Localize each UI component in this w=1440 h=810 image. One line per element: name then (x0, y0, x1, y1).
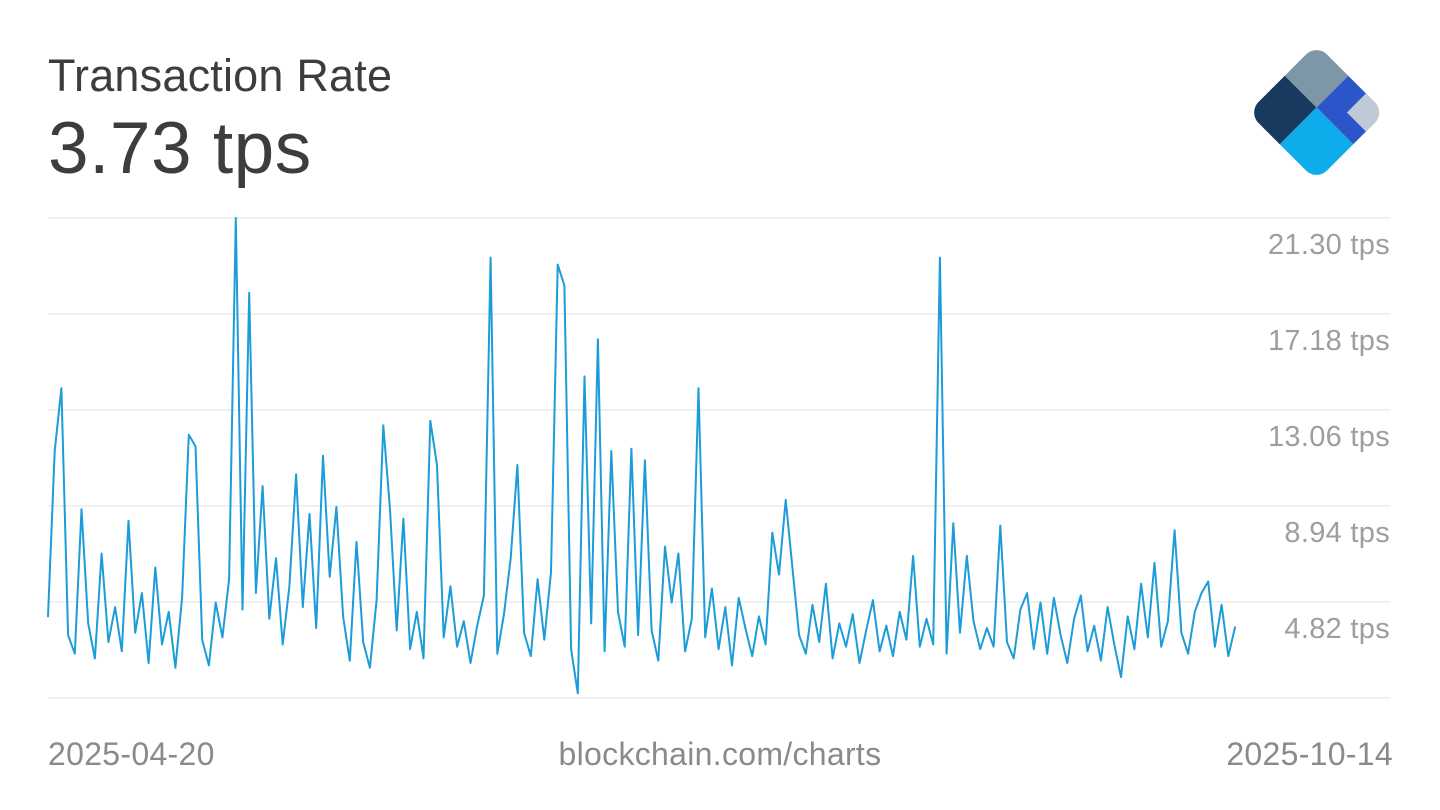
y-axis-tick-label: 13.06 tps (1267, 421, 1390, 453)
y-axis-tick-label: 4.82 tps (1284, 613, 1390, 645)
page-title: Transaction Rate (48, 50, 393, 101)
watermark-url-label: blockchain.com/charts (558, 736, 882, 772)
metric-current-value: 3.73 tps (48, 108, 312, 189)
y-axis-tick-label: 21.30 tps (1267, 229, 1390, 261)
y-axis-tick-label: 17.18 tps (1267, 325, 1390, 357)
x-axis-start-date-label: 2025-04-20 (48, 736, 215, 772)
x-axis-end-date-label: 2025-10-14 (1226, 736, 1393, 772)
y-axis-tick-label: 8.94 tps (1284, 517, 1390, 549)
transaction-rate-series-line[interactable] (47, 217, 1236, 695)
